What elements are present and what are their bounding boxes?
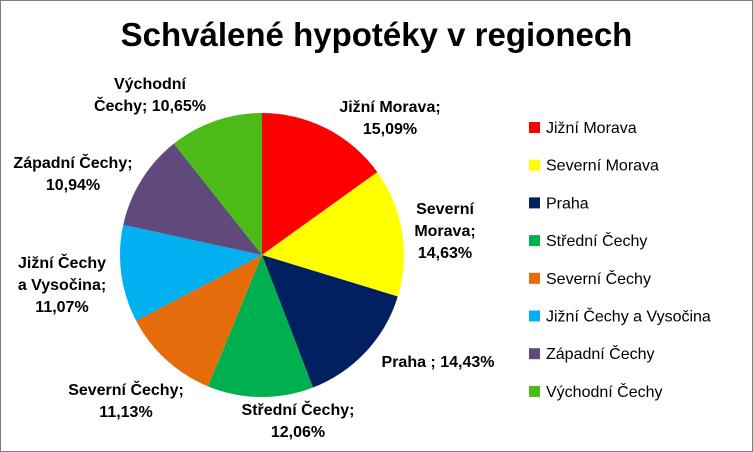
legend-label-zapadni-cechy: Západní Čechy bbox=[546, 344, 655, 363]
pie-slice-vychodni-cechy bbox=[173, 113, 262, 255]
legend-swatch-severni-morava bbox=[529, 159, 540, 171]
data-label-severni-morava: Severní Morava; 14,63% bbox=[414, 201, 475, 262]
legend-swatch-praha bbox=[529, 197, 540, 209]
pie-slice-jizni-cechy-a-vysocina bbox=[120, 224, 262, 321]
legend-swatch-jizni-morava bbox=[529, 122, 540, 133]
legend-swatch-zapadni-cechy bbox=[529, 348, 540, 360]
legend-label-jizni-morava: Jižní Morava bbox=[546, 120, 637, 137]
pie-slice-zapadni-cechy bbox=[123, 143, 262, 255]
legend-label-vychodni-cechy: Východní Čechy bbox=[546, 382, 663, 401]
legend-swatch-vychodni-cechy bbox=[529, 385, 540, 397]
legend-swatch-jizni-cechy-a-vysocina bbox=[529, 310, 540, 322]
data-label-vychodni-cechy: Východní Čechy; 10,65% bbox=[94, 76, 206, 115]
data-label-severni-cechy: Severní Čechy; 11,13% bbox=[68, 380, 184, 421]
legend-swatch-severni-cechy bbox=[529, 272, 540, 284]
legend-swatch-stredni-cechy bbox=[529, 235, 540, 247]
legend-label-praha: Praha bbox=[546, 195, 589, 212]
data-label-zapadni-cechy: Západní Čechy; 10,94% bbox=[13, 153, 132, 194]
pie-slice-stredni-cechy bbox=[207, 255, 314, 397]
chart-title: Schválené hypotéky v regionech bbox=[120, 16, 633, 53]
data-label-jizni-morava: Jižní Morava; 15,09% bbox=[339, 99, 440, 138]
pie-slice-severni-cechy bbox=[136, 255, 262, 387]
pie-slice-jizni-morava bbox=[262, 113, 378, 255]
data-label-jizni-cechy-a-vysocina: Jižní Čechy a Vysočina; 11,07% bbox=[18, 253, 106, 316]
legend-label-jizni-cechy-a-vysocina: Jižní Čechy a Vysočina bbox=[546, 307, 711, 326]
legend-label-severni-cechy: Severní Čechy bbox=[546, 269, 651, 288]
pie-slice-praha bbox=[262, 255, 398, 388]
legend-label-severni-morava: Severní Morava bbox=[546, 158, 659, 175]
data-label-stredni-cechy: Střední Čechy; 12,06% bbox=[242, 400, 355, 441]
data-label-praha: Praha ; 14,43% bbox=[382, 354, 495, 371]
legend-label-stredni-cechy: Střední Čechy bbox=[546, 231, 647, 250]
pie-slice-severni-morava bbox=[262, 172, 404, 297]
